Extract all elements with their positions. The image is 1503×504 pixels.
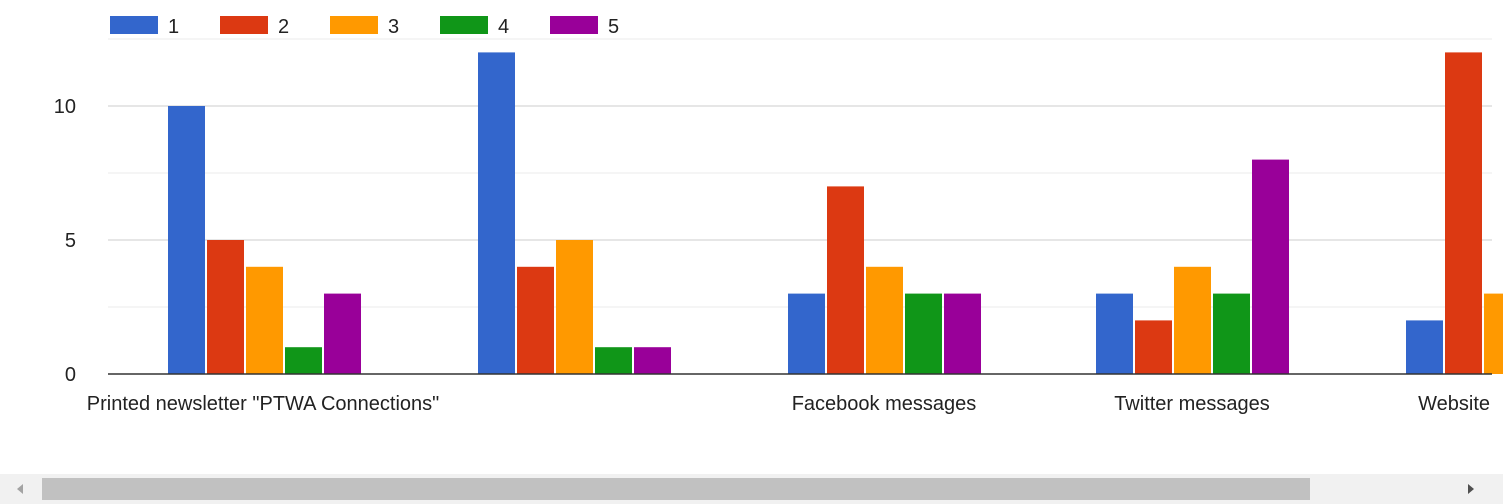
scroll-right-button[interactable] [1451,474,1491,504]
axes: 0 5 10 Printed newsletter "PTWA Connections… [54,96,1492,415]
legend-label-5: 5 [608,16,619,38]
bar-series-3-cat-1[interactable] [556,240,593,374]
y-tick-label: 10 [54,96,76,118]
x-category-label: Facebook messages [792,393,977,415]
bar-series-1-cat-2[interactable] [788,293,825,374]
scroll-thumb[interactable] [42,478,1310,500]
bar-series-5-cat-3[interactable] [1252,159,1289,374]
bar-series-2-cat-1[interactable] [517,266,554,374]
legend-swatch-5 [550,16,598,34]
bars [168,52,1503,375]
legend-swatch-1 [110,16,158,34]
bar-series-3-cat-0[interactable] [246,266,283,374]
chart-area: 0 5 10 Printed newsletter "PTWA Connections… [54,16,1503,415]
bar-series-4-cat-2[interactable] [905,293,942,374]
bar-series-2-cat-4[interactable] [1445,52,1482,375]
legend-label-1: 1 [168,16,179,38]
bar-series-5-cat-0[interactable] [324,293,361,374]
y-tick-label: 0 [65,364,76,386]
scroll-left-button[interactable] [0,474,40,504]
bar-series-3-cat-3[interactable] [1174,266,1211,374]
bar-series-5-cat-1[interactable] [634,347,671,374]
bar-series-3-cat-2[interactable] [866,266,903,374]
legend-swatch-2 [220,16,268,34]
bar-series-2-cat-3[interactable] [1135,320,1172,374]
y-tick-label: 5 [65,230,76,252]
triangle-right-icon [1468,484,1474,494]
bar-series-5-cat-2[interactable] [944,293,981,374]
bar-series-3-cat-4[interactable] [1484,293,1503,374]
x-category-label: Twitter messages [1114,393,1270,415]
legend-swatch-3 [330,16,378,34]
bar-series-4-cat-1[interactable] [595,347,632,374]
legend-label-2: 2 [278,16,289,38]
bar-series-1-cat-4[interactable] [1406,320,1443,374]
bar-series-1-cat-1[interactable] [478,52,515,375]
bar-series-4-cat-0[interactable] [285,347,322,374]
legend-swatch-4 [440,16,488,34]
bar-series-4-cat-3[interactable] [1213,293,1250,374]
x-category-label: Printed newsletter "PTWA Connections" [87,393,440,415]
legend-label-4: 4 [498,16,509,38]
bar-series-2-cat-2[interactable] [827,186,864,374]
legend[interactable]: 1 2 3 4 5 [110,16,619,38]
horizontal-scrollbar[interactable] [0,474,1503,504]
bar-series-1-cat-3[interactable] [1096,293,1133,374]
legend-label-3: 3 [388,16,399,38]
bar-series-2-cat-0[interactable] [207,240,244,374]
x-category-label: Website [1418,393,1490,415]
bar-series-1-cat-0[interactable] [168,106,205,374]
triangle-left-icon [17,484,23,494]
